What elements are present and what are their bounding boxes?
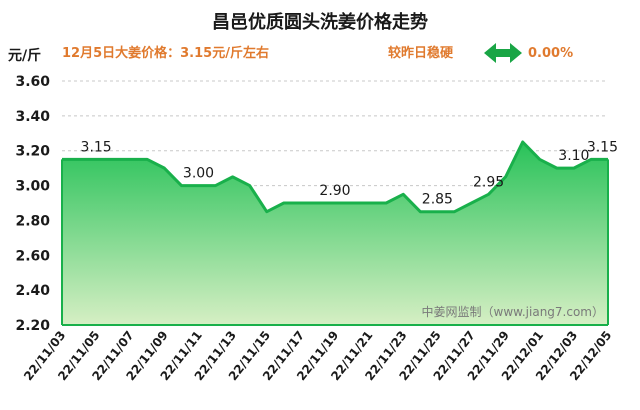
data-labels: 3.153.002.902.852.953.103.15 bbox=[81, 139, 618, 207]
trend-label: 较昨日稳硬 bbox=[388, 45, 454, 61]
y-tick-label: 3.60 bbox=[15, 74, 50, 90]
y-tick-label: 3.20 bbox=[15, 144, 50, 160]
y-tick-label: 2.20 bbox=[15, 318, 50, 334]
data-label: 2.90 bbox=[319, 183, 350, 199]
data-label: 2.95 bbox=[473, 174, 504, 190]
y-tick-label: 3.00 bbox=[15, 179, 50, 195]
y-axis-unit: 元/斤 bbox=[8, 47, 41, 64]
y-tick-label: 2.80 bbox=[15, 213, 50, 229]
double-arrow-icon bbox=[484, 43, 522, 63]
area-series bbox=[61, 140, 609, 326]
series-line bbox=[62, 140, 608, 214]
y-tick-label: 2.60 bbox=[15, 248, 50, 264]
y-axis-ticks: 3.60 3.40 3.20 3.00 2.80 2.60 2.40 2.20 bbox=[15, 74, 50, 334]
chart-title: 昌邑优质圆头洗姜价格走势 bbox=[212, 11, 428, 33]
data-label: 3.00 bbox=[183, 166, 214, 182]
area-fill bbox=[62, 142, 608, 325]
data-label: 3.10 bbox=[558, 148, 589, 164]
x-axis-ticks: 22/11/0322/11/0522/11/0722/11/0922/11/11… bbox=[21, 328, 614, 383]
y-tick-label: 2.40 bbox=[15, 283, 50, 299]
data-label: 3.15 bbox=[587, 139, 618, 155]
change-percent: 0.00% bbox=[528, 46, 573, 61]
y-tick-label: 3.40 bbox=[15, 109, 50, 125]
source-watermark: 中姜网监制（www.jiang7.com） bbox=[422, 304, 604, 319]
data-label: 3.15 bbox=[81, 139, 112, 155]
data-label: 2.85 bbox=[422, 192, 453, 208]
price-info: 12月5日大姜价格：3.15元/斤左右 bbox=[62, 45, 269, 61]
